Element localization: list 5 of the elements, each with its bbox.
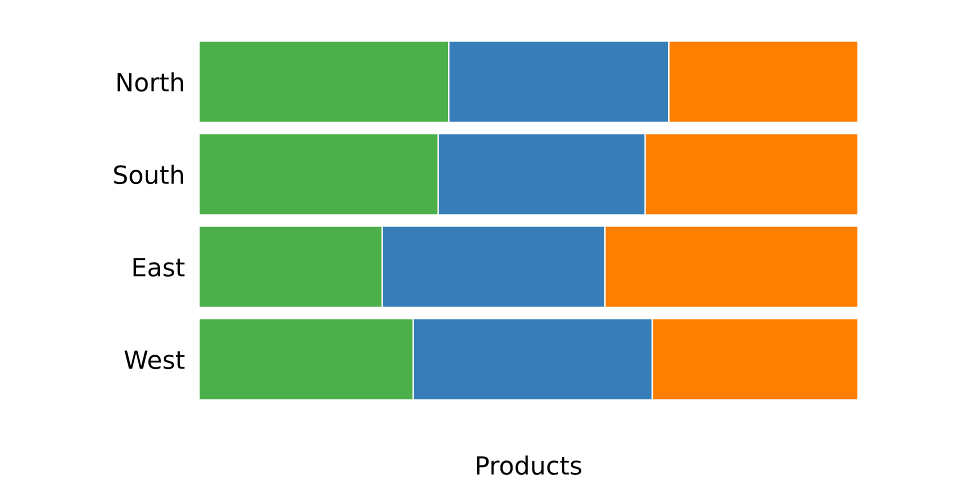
x-axis-title: Products: [476, 456, 582, 475]
y-tick-label: East: [134, 258, 185, 277]
y-tick-label: West: [124, 350, 185, 370]
y-tick-label: North: [118, 72, 183, 92]
y-tick-label: South: [114, 164, 183, 184]
